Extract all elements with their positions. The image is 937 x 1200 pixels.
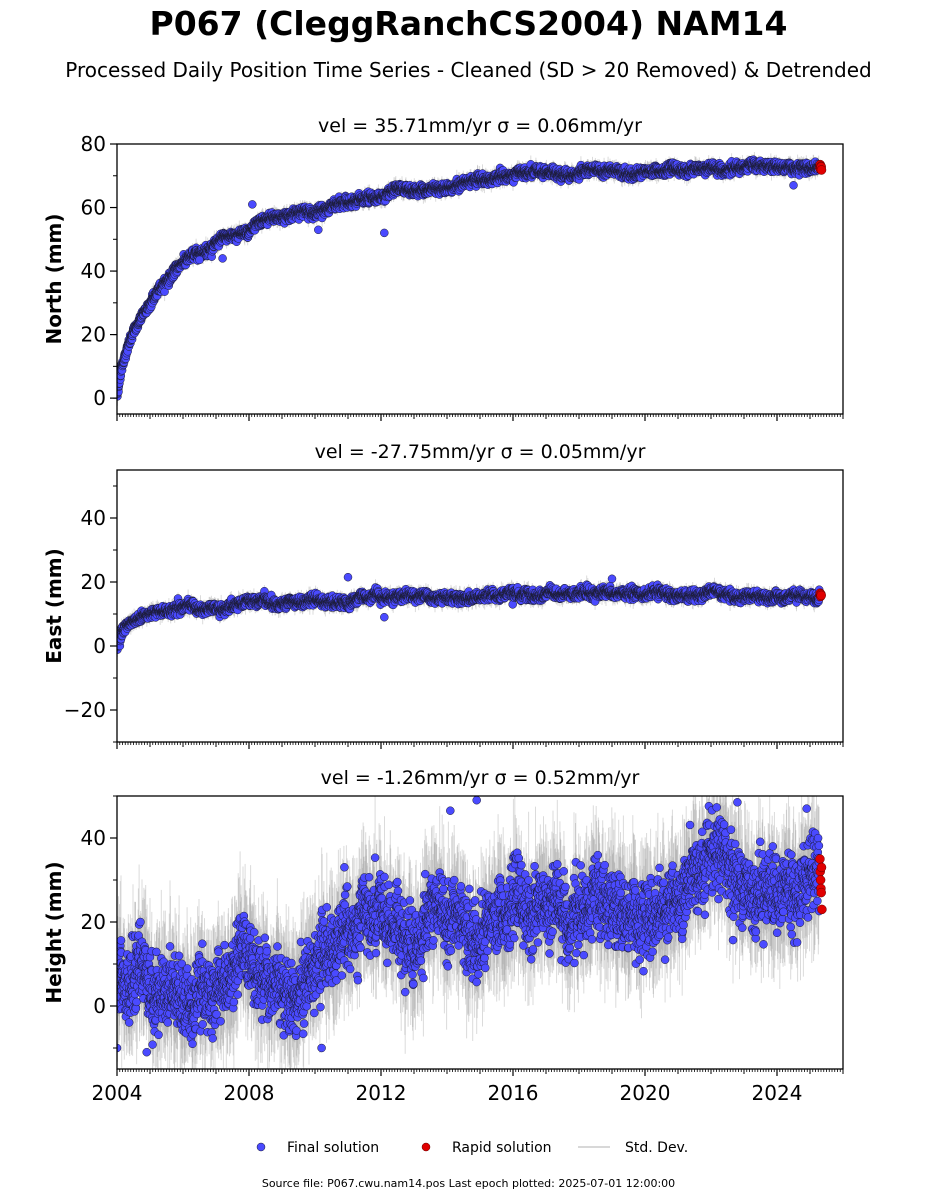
chart-title: P067 (CleggRanchCS2004) NAM14 xyxy=(149,4,788,43)
final-solution-points xyxy=(117,155,824,401)
panel-title: vel = 35.71mm/yr σ = 0.06mm/yr xyxy=(318,115,642,137)
chart-subtitle: Processed Daily Position Time Series - C… xyxy=(65,58,872,82)
y-axis-label: North (mm) xyxy=(42,213,66,344)
panel-1: vel = 35.71mm/yr σ = 0.06mm/yr North (mm)… xyxy=(42,115,844,421)
plot-area xyxy=(117,152,827,406)
